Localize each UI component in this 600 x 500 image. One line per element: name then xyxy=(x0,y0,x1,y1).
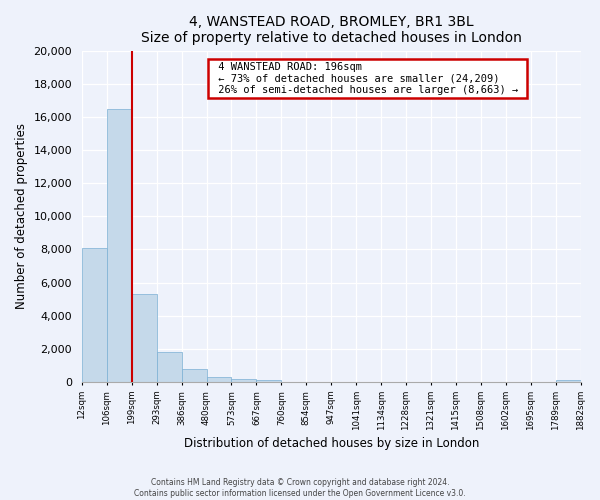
Bar xyxy=(182,369,206,382)
Bar xyxy=(82,248,107,382)
Bar xyxy=(157,352,182,382)
Bar xyxy=(206,377,232,382)
Bar xyxy=(132,294,157,382)
Text: Contains HM Land Registry data © Crown copyright and database right 2024.
Contai: Contains HM Land Registry data © Crown c… xyxy=(134,478,466,498)
Title: 4, WANSTEAD ROAD, BROMLEY, BR1 3BL
Size of property relative to detached houses : 4, WANSTEAD ROAD, BROMLEY, BR1 3BL Size … xyxy=(141,15,521,45)
Bar xyxy=(256,380,281,382)
X-axis label: Distribution of detached houses by size in London: Distribution of detached houses by size … xyxy=(184,437,479,450)
Bar xyxy=(107,108,132,382)
Bar xyxy=(232,378,256,382)
Text: 4 WANSTEAD ROAD: 196sqm 
 ← 73% of detached houses are smaller (24,209) 
 26% of: 4 WANSTEAD ROAD: 196sqm ← 73% of detache… xyxy=(212,62,524,96)
Bar xyxy=(556,380,581,382)
Y-axis label: Number of detached properties: Number of detached properties xyxy=(15,124,28,310)
